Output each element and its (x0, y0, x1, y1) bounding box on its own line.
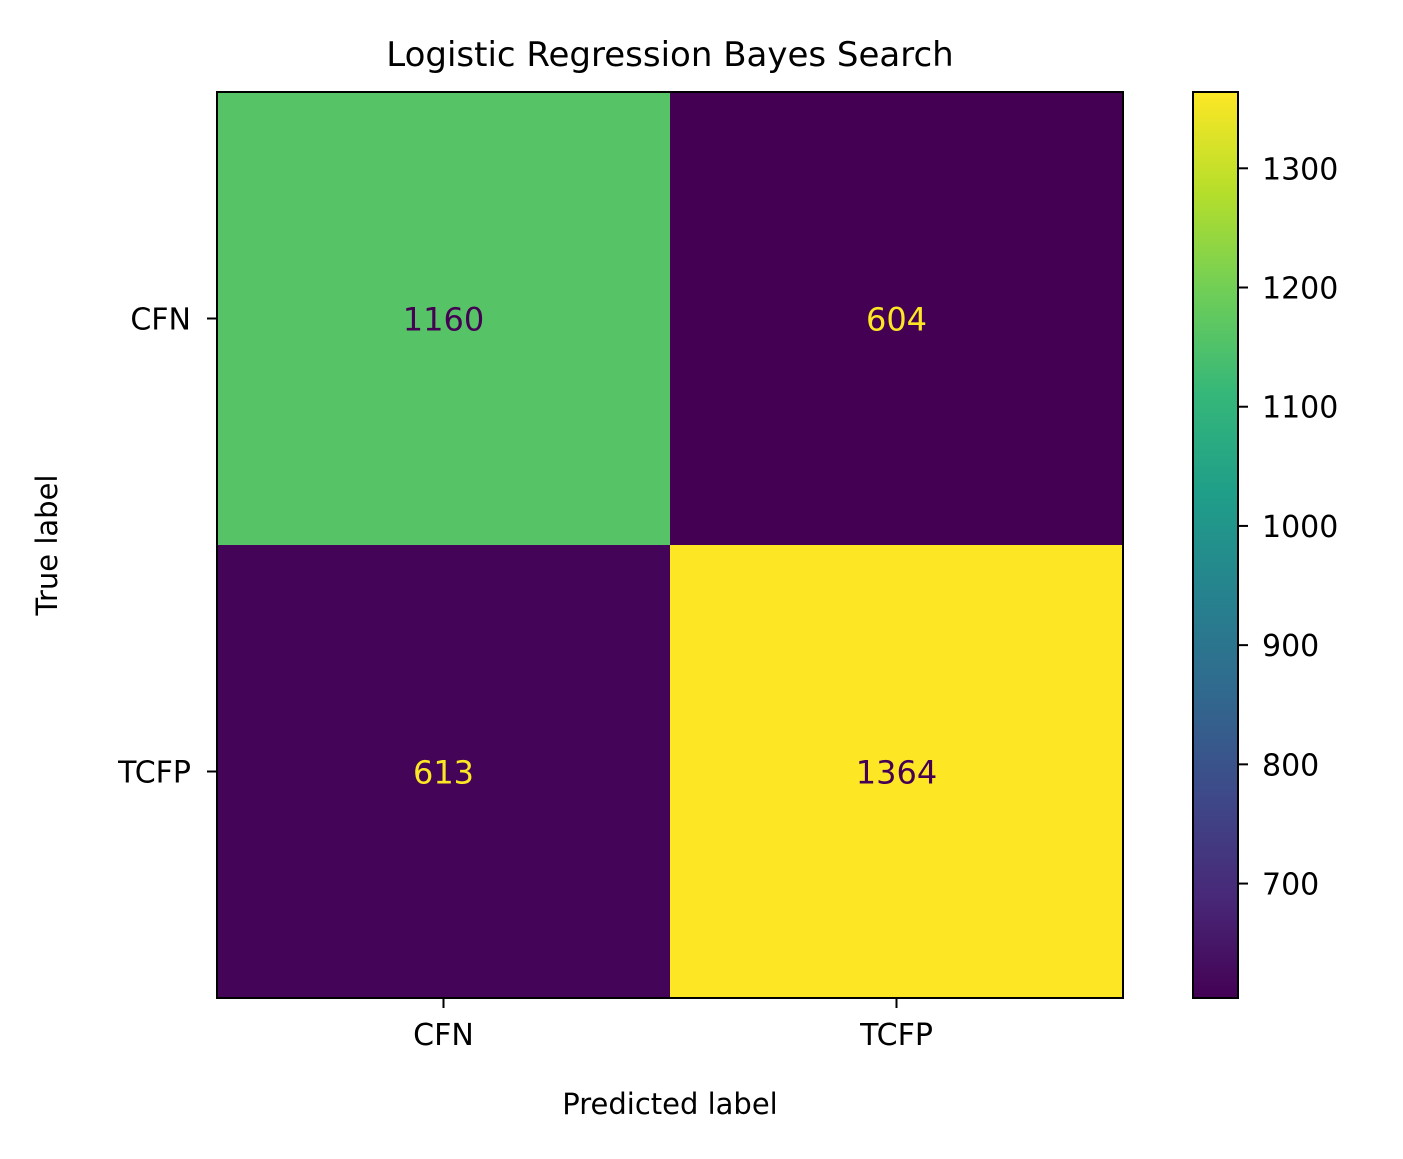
heatmap-cells: 1160 604 613 1364 (217, 92, 1124, 999)
colorbar-tick-label: 800 (1262, 748, 1319, 783)
colorbar-tick-label: 900 (1262, 629, 1319, 664)
y-axis-ticks: CFN TCFP (117, 303, 217, 791)
colorbar-tick-label: 1300 (1262, 152, 1338, 187)
axes-frame (216, 91, 1124, 999)
y-tick-label: TCFP (117, 756, 191, 791)
y-tick-label: CFN (130, 303, 191, 338)
chart-title: Logistic Regression Bayes Search (386, 35, 953, 75)
heatmap-cell (670, 545, 1124, 999)
colorbar-tick-label: 1000 (1262, 510, 1338, 545)
colorbar-tick-label: 1200 (1262, 272, 1338, 307)
cell-value-label: 613 (413, 754, 474, 792)
heatmap-cell (217, 545, 671, 999)
heatmap-cell (217, 92, 671, 546)
cell-value-label: 604 (866, 301, 927, 339)
x-tick-label: CFN (413, 1018, 474, 1053)
colorbar (1192, 91, 1239, 999)
colorbar-tick-label: 1100 (1262, 391, 1338, 426)
x-axis-label: Predicted label (562, 1087, 778, 1121)
cell-value-label: 1364 (856, 754, 937, 792)
x-tick-label: TCFP (859, 1018, 933, 1053)
colorbar-tick-label: 700 (1262, 868, 1319, 903)
colorbar-ticks: 700 800 900 1000 1100 1200 1300 (1238, 152, 1338, 903)
y-axis-label: True label (30, 475, 64, 617)
heatmap-cell (670, 92, 1124, 546)
x-axis-ticks: CFN TCFP (413, 998, 933, 1053)
cell-value-label: 1160 (403, 301, 484, 339)
